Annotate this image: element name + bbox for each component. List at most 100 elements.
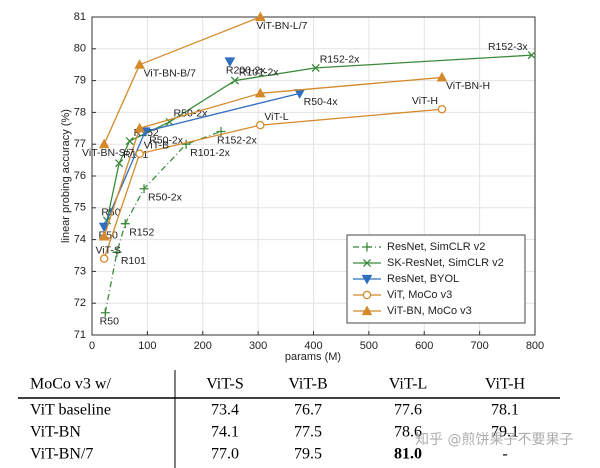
y-tick-label: 73 (74, 265, 86, 277)
legend-label: SK-ResNet, SimCLR v2 (387, 257, 504, 269)
marker (98, 230, 110, 241)
table-cell: 81.0 (394, 446, 422, 463)
point-label: R200-2x (226, 64, 266, 76)
point-label: R152-3x (488, 41, 528, 53)
marker (224, 57, 236, 68)
table-cell: 77.0 (211, 446, 239, 463)
marker (256, 120, 265, 130)
marker (98, 138, 110, 149)
point-label: ViT-H (412, 95, 438, 107)
legend-marker (362, 258, 372, 268)
marker (98, 222, 110, 233)
point-label: R101-2x (239, 66, 279, 78)
y-tick-label: 71 (74, 329, 86, 341)
point-label: ViT-L (264, 111, 288, 123)
series-line (103, 108, 443, 259)
legend-label: ViT, MoCo v3 (387, 289, 452, 301)
table-cell: ViT baseline (30, 402, 111, 419)
point-label: ViT-BN-H (446, 80, 490, 92)
table-cell: 77.5 (294, 424, 322, 441)
marker (436, 71, 448, 82)
legend-marker (362, 242, 372, 252)
point-label: ViT-S (95, 244, 120, 256)
table-cell: 78.1 (491, 402, 519, 419)
marker (139, 184, 149, 194)
point-label: R101 (121, 255, 146, 267)
table-cell: - (502, 446, 507, 463)
point-label: R50-4x (304, 96, 339, 108)
y-tick-label: 74 (74, 234, 86, 246)
marker (181, 139, 191, 149)
marker (437, 104, 447, 114)
x-tick-label: 400 (304, 340, 322, 352)
y-tick-label: 72 (74, 297, 86, 309)
x-tick-label: 800 (526, 340, 544, 352)
x-tick-label: 600 (415, 340, 433, 352)
point-label: R50 (100, 316, 119, 328)
marker (254, 87, 266, 98)
point-label: ViT-BN-L/7 (256, 20, 307, 32)
marker (135, 149, 144, 158)
marker (254, 11, 266, 22)
table-cell: 77.6 (394, 402, 422, 419)
table-cell: ViT-BN (30, 424, 81, 441)
table-cell: 79.5 (294, 446, 322, 463)
x-tick-label: 300 (249, 340, 267, 352)
table-header: ViT-B (288, 376, 327, 393)
table-header: MoCo v3 w/ (30, 376, 111, 393)
point-label: R152-2x (320, 54, 360, 66)
table-header: ViT-H (485, 376, 526, 393)
point-label: ViT-BN-B/7 (144, 67, 196, 79)
x-tick-label: 500 (360, 340, 378, 352)
point-label: R50-2x (148, 192, 183, 204)
y-tick-label: 81 (74, 11, 86, 23)
y-axis-label: linear probing accuracy (%) (60, 109, 72, 243)
table: MoCo v3 w/ ViT-S ViT-B ViT-L ViT-H ViT b… (18, 370, 573, 468)
x-tick-label: 700 (470, 340, 488, 352)
legend-label: ResNet, SimCLR v2 (387, 241, 485, 253)
point-label: R152-2x (217, 134, 257, 146)
x-axis-label: params (M) (285, 351, 341, 363)
chart: params (M) linear probing accuracy (%) 7… (60, 11, 544, 363)
watermark: 知乎 @煎饼果子不要果子 (415, 431, 573, 448)
x-tick-label: 200 (194, 340, 212, 352)
legend-label: ViT-BN, MoCo v3 (387, 305, 472, 317)
series-line (104, 130, 222, 313)
table-cell: 74.1 (211, 424, 239, 441)
y-tick-label: 75 (74, 202, 86, 214)
legend-label: ResNet, BYOL (387, 273, 459, 285)
point-label: R101-2x (190, 147, 230, 159)
point-label: ViT-B (144, 140, 169, 152)
table-cell: 73.4 (211, 402, 239, 419)
point-label: R152 (129, 226, 154, 238)
marker (112, 247, 122, 257)
point-label: ViT-BN-S/7 (82, 147, 134, 159)
marker (100, 308, 110, 318)
y-tick-label: 80 (74, 43, 86, 55)
table-cell: 78.6 (394, 424, 422, 441)
x-tick-label: 100 (138, 340, 156, 352)
marker (125, 136, 134, 146)
table-cell: ViT-BN/7 (30, 446, 93, 463)
legend-marker (361, 305, 373, 316)
y-tick-label: 79 (74, 75, 86, 87)
point-label: R50-2x (149, 134, 184, 146)
legend-marker (361, 274, 373, 285)
plot-frame (91, 16, 536, 336)
y-tick-label: 76 (74, 170, 86, 182)
marker (311, 63, 320, 72)
table-header: ViT-L (389, 376, 427, 393)
marker (230, 76, 239, 85)
x-tick-label: 0 (89, 340, 95, 352)
legend-marker (362, 290, 372, 300)
marker (527, 51, 536, 60)
marker (134, 122, 145, 133)
marker (115, 159, 124, 168)
y-tick-label: 77 (74, 138, 86, 150)
marker (120, 219, 130, 229)
marker (134, 59, 145, 69)
marker (99, 254, 109, 263)
table-cell: 79.1 (491, 424, 519, 441)
table-cell: 76.7 (294, 402, 322, 419)
